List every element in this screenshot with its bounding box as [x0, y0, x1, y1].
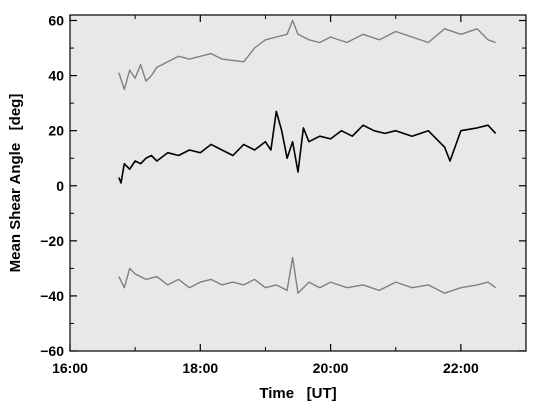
y-tick-label: −20 — [40, 233, 64, 249]
y-tick-label: −60 — [40, 343, 64, 359]
x-tick-label: 16:00 — [52, 360, 88, 376]
y-tick-label: 40 — [48, 68, 64, 84]
x-tick-label: 22:00 — [443, 360, 479, 376]
plot-area — [69, 14, 527, 352]
series-line-3 — [118, 256, 497, 294]
series-line-2 — [118, 110, 497, 184]
series-layer — [118, 19, 497, 294]
y-tick-label: 60 — [48, 13, 64, 29]
x-tick-label: 20:00 — [313, 360, 349, 376]
y-axis-title: Mean Shear Angle [deg] — [7, 94, 24, 273]
x-tick-label: 18:00 — [182, 360, 218, 376]
y-tick-label: 0 — [56, 178, 64, 194]
y-tick-label: 20 — [48, 123, 64, 139]
x-axis-title: Time [UT] — [259, 385, 336, 402]
y-tick-label: −40 — [40, 288, 64, 304]
series-line-1 — [118, 19, 496, 91]
axis-layer: −60 −40 −20 0 20 40 60 16:00 18:00 20:00 22:00 — [40, 13, 526, 376]
